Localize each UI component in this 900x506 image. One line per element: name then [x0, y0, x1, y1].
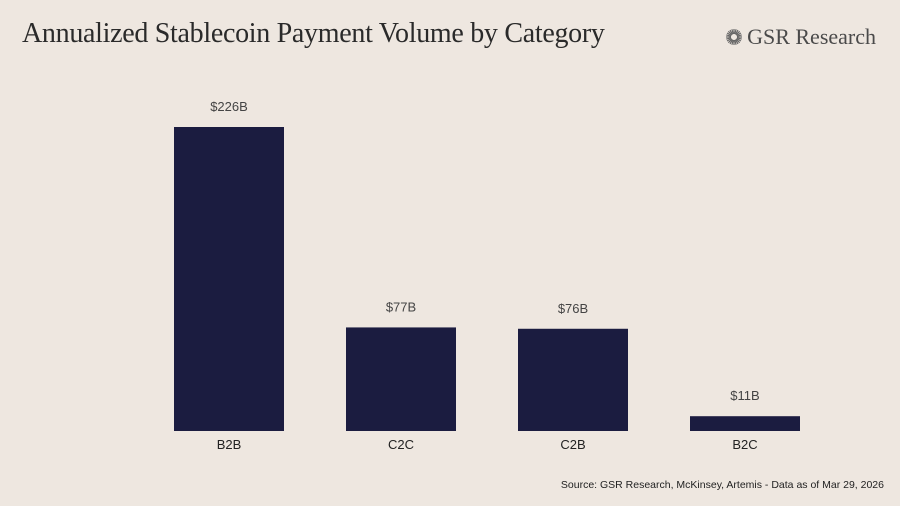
gsr-sunburst-icon — [726, 29, 743, 45]
x-tick-label: C2C — [388, 437, 414, 452]
gsr-research-logo: GSR Research — [725, 24, 876, 50]
x-tick-label: B2C — [732, 437, 757, 452]
data-label: $226B — [210, 99, 248, 114]
data-label: $11B — [730, 388, 759, 403]
x-tick-label: B2B — [217, 437, 242, 452]
bar-c2b — [518, 328, 628, 431]
bar-b2c — [690, 416, 800, 431]
logo-text: GSR Research — [747, 24, 876, 49]
bar-b2b — [174, 127, 284, 431]
data-label: $77B — [386, 299, 416, 314]
source-note: Source: GSR Research, McKinsey, Artemis … — [560, 479, 884, 491]
bar-c2c — [346, 327, 456, 431]
data-label: $76B — [558, 301, 588, 316]
chart-title: Annualized Stablecoin Payment Volume by … — [22, 18, 605, 49]
x-tick-label: C2B — [560, 437, 585, 452]
